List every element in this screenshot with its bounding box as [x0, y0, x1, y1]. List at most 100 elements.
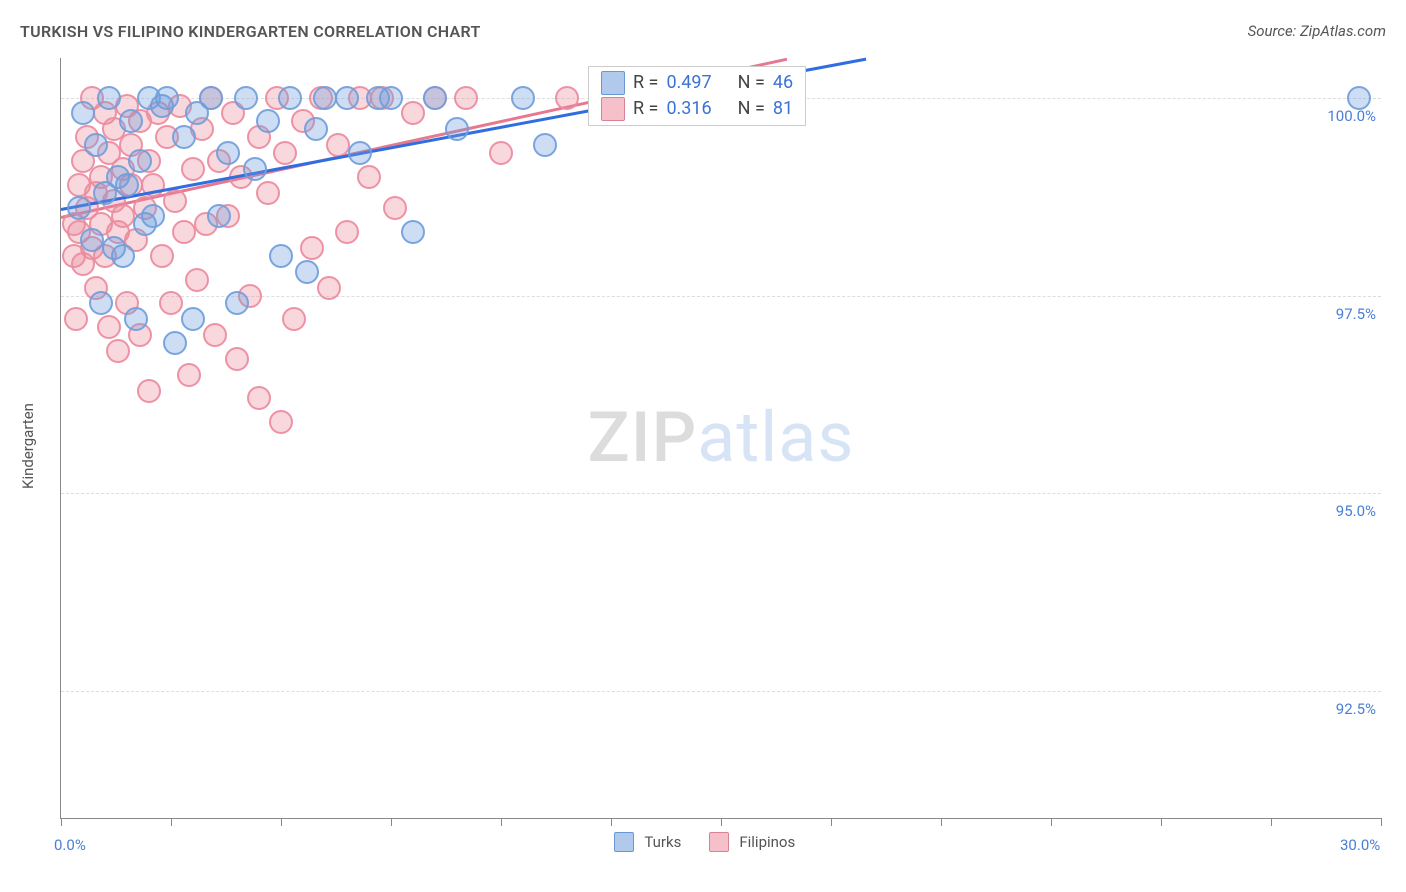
data-point [124, 307, 148, 331]
legend-n-prefix: N = [738, 98, 765, 119]
legend-swatch [601, 97, 625, 121]
chart-container: TURKISH VS FILIPINO KINDERGARTEN CORRELA… [0, 0, 1406, 892]
data-point [155, 86, 179, 110]
data-point [111, 244, 135, 268]
data-point [225, 291, 249, 315]
y-tick-label: 97.5% [1336, 305, 1376, 323]
x-tick [501, 818, 502, 826]
data-point [199, 86, 223, 110]
data-point [247, 386, 271, 410]
data-point [383, 196, 407, 220]
data-point [348, 141, 372, 165]
data-point [335, 220, 359, 244]
legend-swatch [601, 71, 625, 95]
data-point [269, 410, 293, 434]
data-point [269, 244, 293, 268]
legend-r-value[interactable]: 0.316 [666, 98, 711, 119]
data-point [181, 157, 205, 181]
watermark: ZIPatlas [588, 397, 855, 479]
x-max-label: 30.0% [1340, 836, 1380, 854]
data-point [445, 117, 469, 141]
data-point [304, 117, 328, 141]
legend-r-value[interactable]: 0.497 [666, 72, 711, 93]
data-point [533, 133, 557, 157]
data-point [256, 181, 280, 205]
data-point [163, 189, 187, 213]
plot-area: ZIPatlas [60, 58, 1381, 819]
y-tick-label: 92.5% [1336, 700, 1376, 718]
data-point [159, 291, 183, 315]
data-point [243, 157, 267, 181]
x-tick [1271, 818, 1272, 826]
x-tick [61, 818, 62, 826]
data-point [67, 196, 91, 220]
data-point [172, 220, 196, 244]
x-tick [831, 818, 832, 826]
data-point [295, 260, 319, 284]
data-point [335, 86, 359, 110]
legend-swatch [709, 832, 729, 852]
data-point [282, 307, 306, 331]
x-tick [1051, 818, 1052, 826]
data-point [64, 307, 88, 331]
data-point [89, 291, 113, 315]
data-point [401, 101, 425, 125]
legend-series-label: Turks [644, 833, 681, 851]
x-tick [1381, 818, 1382, 826]
data-point [71, 101, 95, 125]
data-point [80, 228, 104, 252]
data-point [97, 86, 121, 110]
data-point [357, 165, 381, 189]
series-legend: Turks Filipinos [614, 832, 813, 852]
chart-title: TURKISH VS FILIPINO KINDERGARTEN CORRELA… [20, 22, 481, 41]
x-min-label: 0.0% [54, 836, 86, 854]
gridline [61, 493, 1381, 494]
watermark-text-2: atlas [697, 397, 854, 479]
legend-row: R = 0.316 N = 81 [601, 97, 793, 121]
data-point [273, 141, 297, 165]
legend-r-prefix: R = [633, 72, 658, 93]
data-point [489, 141, 513, 165]
legend-n-prefix: N = [738, 72, 765, 93]
y-axis-label: Kindergarten [19, 403, 37, 489]
data-point [234, 86, 258, 110]
data-point [300, 236, 324, 260]
data-point [163, 331, 187, 355]
x-tick [281, 818, 282, 826]
data-point [97, 315, 121, 339]
x-tick [171, 818, 172, 826]
data-point [207, 204, 231, 228]
y-tick-label: 100.0% [1327, 107, 1376, 125]
data-point [115, 173, 139, 197]
data-point [313, 86, 337, 110]
data-point [150, 244, 174, 268]
gridline [61, 691, 1381, 692]
data-point [128, 149, 152, 173]
data-point [511, 86, 535, 110]
data-point [423, 86, 447, 110]
data-point [111, 204, 135, 228]
x-tick [941, 818, 942, 826]
data-point [256, 109, 280, 133]
data-point [141, 204, 165, 228]
x-tick [721, 818, 722, 826]
data-point [119, 109, 143, 133]
data-point [401, 220, 425, 244]
data-point [177, 363, 201, 387]
data-point [454, 86, 478, 110]
data-point [106, 339, 130, 363]
data-point [278, 86, 302, 110]
data-point [555, 86, 579, 110]
legend-r-prefix: R = [633, 98, 658, 119]
legend-series-label: Filipinos [739, 833, 795, 851]
watermark-text-1: ZIP [588, 397, 698, 479]
data-point [203, 323, 227, 347]
data-point [317, 276, 341, 300]
legend-n-value[interactable]: 81 [773, 98, 793, 119]
legend-swatch [614, 832, 634, 852]
data-point [181, 307, 205, 331]
y-tick-label: 95.0% [1336, 502, 1376, 520]
data-point [185, 268, 209, 292]
legend-n-value[interactable]: 46 [773, 72, 793, 93]
data-point [84, 133, 108, 157]
